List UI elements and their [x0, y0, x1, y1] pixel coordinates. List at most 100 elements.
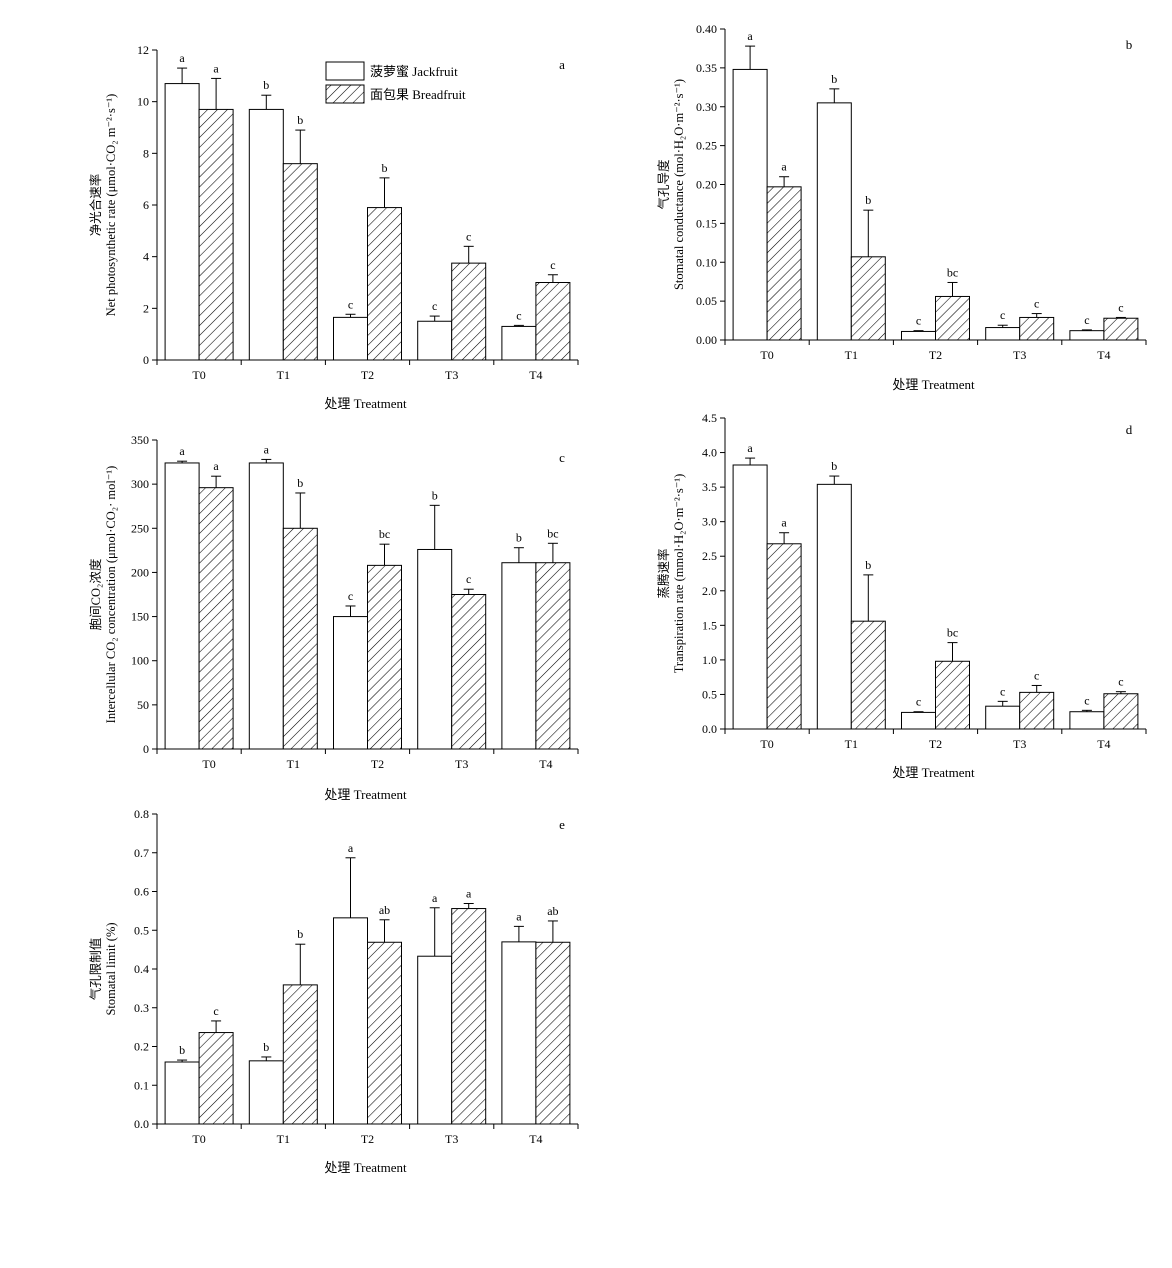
bar-breadfruit	[367, 941, 402, 1125]
bar-breadfruit	[535, 282, 571, 361]
bar-breadfruit	[367, 564, 402, 750]
y-axis-label-en: Net photosynthetic rate (μmol·CO₂ m⁻²·s⁻…	[104, 94, 118, 317]
chart-panel-d: 0.0 0.5 1.0 1.5 2.0 2.5 3.0 3.5 4.0 4.5 T0 T1 T2 T3 T4…	[656, 411, 1147, 780]
significance-letter: c	[1084, 693, 1089, 707]
legend-label-breadfruit: 面包果 Breadfruit	[370, 87, 466, 102]
y-tick-label: 50	[137, 698, 149, 712]
significance-letter: c	[1118, 300, 1123, 314]
bar-breadfruit	[282, 527, 318, 750]
y-tick-label: 0.4	[134, 962, 149, 976]
x-tick-label: T4	[539, 757, 552, 771]
bar-breadfruit	[1019, 691, 1055, 730]
y-axis-label-cn: 蒸腾速率	[656, 548, 671, 598]
significance-letter: b	[516, 531, 522, 545]
x-axis-label: 处理 Treatment	[324, 1160, 407, 1175]
x-axis-label: 处理 Treatment	[892, 377, 975, 392]
y-tick-label: 1.0	[702, 653, 717, 667]
significance-letter: a	[179, 444, 185, 458]
bar-jackfruit	[248, 462, 284, 750]
significance-letter: c	[1118, 675, 1123, 689]
bar-breadfruit	[850, 620, 886, 730]
bar-breadfruit	[198, 1032, 234, 1125]
significance-letter: c	[516, 308, 521, 322]
y-tick-label: 0.0	[702, 722, 717, 736]
significance-letter: b	[382, 161, 388, 175]
x-tick-label: T0	[192, 368, 205, 382]
significance-letter: a	[747, 29, 753, 43]
significance-letter: b	[297, 113, 303, 127]
significance-letter: b	[263, 78, 269, 92]
panel-label: c	[559, 450, 565, 465]
y-tick-label: 0.20	[696, 178, 717, 192]
bar-breadfruit	[198, 487, 234, 750]
y-axis-label-cn: 胞间CO₂浓度	[88, 558, 103, 630]
significance-letter: b	[297, 927, 303, 941]
significance-letter: a	[213, 459, 219, 473]
legend-swatch-jackfruit	[325, 61, 365, 81]
significance-letter: ab	[547, 904, 558, 918]
bar-jackfruit	[333, 917, 368, 1125]
y-axis-label-en: Transpiration rate (mmol·H₂O·m⁻²·s⁻¹)	[672, 474, 686, 674]
y-tick-label: 0.40	[696, 22, 717, 36]
y-tick-label: 0.00	[696, 333, 717, 347]
significance-letter: b	[179, 1043, 185, 1057]
bar-jackfruit	[333, 616, 368, 750]
significance-letter: c	[916, 314, 921, 328]
bar-jackfruit	[985, 705, 1021, 730]
bar-jackfruit	[985, 327, 1021, 341]
bar-jackfruit	[901, 330, 936, 341]
bar-jackfruit	[816, 102, 852, 341]
y-tick-label: 0.2	[134, 1040, 149, 1054]
significance-letter: c	[466, 572, 471, 586]
x-tick-label: T1	[845, 737, 858, 751]
x-tick-label: T3	[445, 1132, 458, 1146]
chart-panel-e: 0.0 0.1 0.2 0.3 0.4 0.5 0.6 0.7 0.8 T0 T1 T2 T3 T4 b b a…	[88, 807, 579, 1175]
bar-jackfruit	[164, 1061, 200, 1125]
significance-letter: a	[264, 442, 270, 456]
y-tick-label: 0	[143, 353, 149, 367]
x-tick-label: T3	[1013, 737, 1026, 751]
bar-jackfruit	[417, 548, 453, 750]
bar-breadfruit	[1103, 317, 1139, 341]
significance-letter: c	[348, 297, 353, 311]
x-tick-label: T3	[445, 368, 458, 382]
y-tick-label: 0.6	[134, 885, 149, 899]
bar-jackfruit	[248, 1060, 284, 1125]
y-tick-label: 0	[143, 742, 149, 756]
panel-label: a	[559, 57, 565, 72]
x-tick-label: T2	[361, 1132, 374, 1146]
y-tick-label: 0.5	[134, 923, 149, 937]
significance-letter: c	[1000, 308, 1005, 322]
x-tick-label: T1	[287, 757, 300, 771]
y-tick-label: 250	[131, 521, 149, 535]
significance-letter: bc	[947, 265, 958, 279]
significance-letter: c	[1034, 668, 1039, 682]
significance-letter: c	[432, 299, 437, 313]
panel-label: b	[1126, 37, 1133, 52]
y-tick-label: 3.0	[702, 515, 717, 529]
y-tick-label: 300	[131, 477, 149, 491]
legend-swatch-breadfruit	[325, 84, 365, 104]
x-tick-label: T0	[202, 757, 215, 771]
bar-jackfruit	[417, 320, 453, 361]
y-tick-label: 4	[143, 250, 149, 264]
y-axis-label-en: Stomatal limit (%)	[104, 922, 118, 1015]
legend: 菠萝蜜 Jackfruit 面包果 Breadfruit	[325, 61, 466, 104]
y-tick-label: 2.5	[702, 549, 717, 563]
y-axis-label-cn: 气孔限制值	[88, 938, 103, 1001]
y-tick-label: 0.1	[134, 1078, 149, 1092]
x-tick-label: T4	[529, 1132, 542, 1146]
chart-panel-c: 0 50 100 150 200 250 300 350 T0 T1 T2 T3 T4 a a c b b a b bc…	[88, 433, 579, 802]
significance-letter: b	[263, 1040, 269, 1054]
y-tick-label: 100	[131, 654, 149, 668]
bar-breadfruit	[282, 163, 318, 361]
y-tick-label: 0.8	[134, 807, 149, 821]
y-tick-label: 200	[131, 565, 149, 579]
y-tick-label: 6	[143, 198, 149, 212]
significance-letter: a	[432, 891, 438, 905]
significance-letter: c	[1000, 684, 1005, 698]
y-tick-label: 0.35	[696, 61, 717, 75]
x-tick-label: T4	[1097, 348, 1110, 362]
